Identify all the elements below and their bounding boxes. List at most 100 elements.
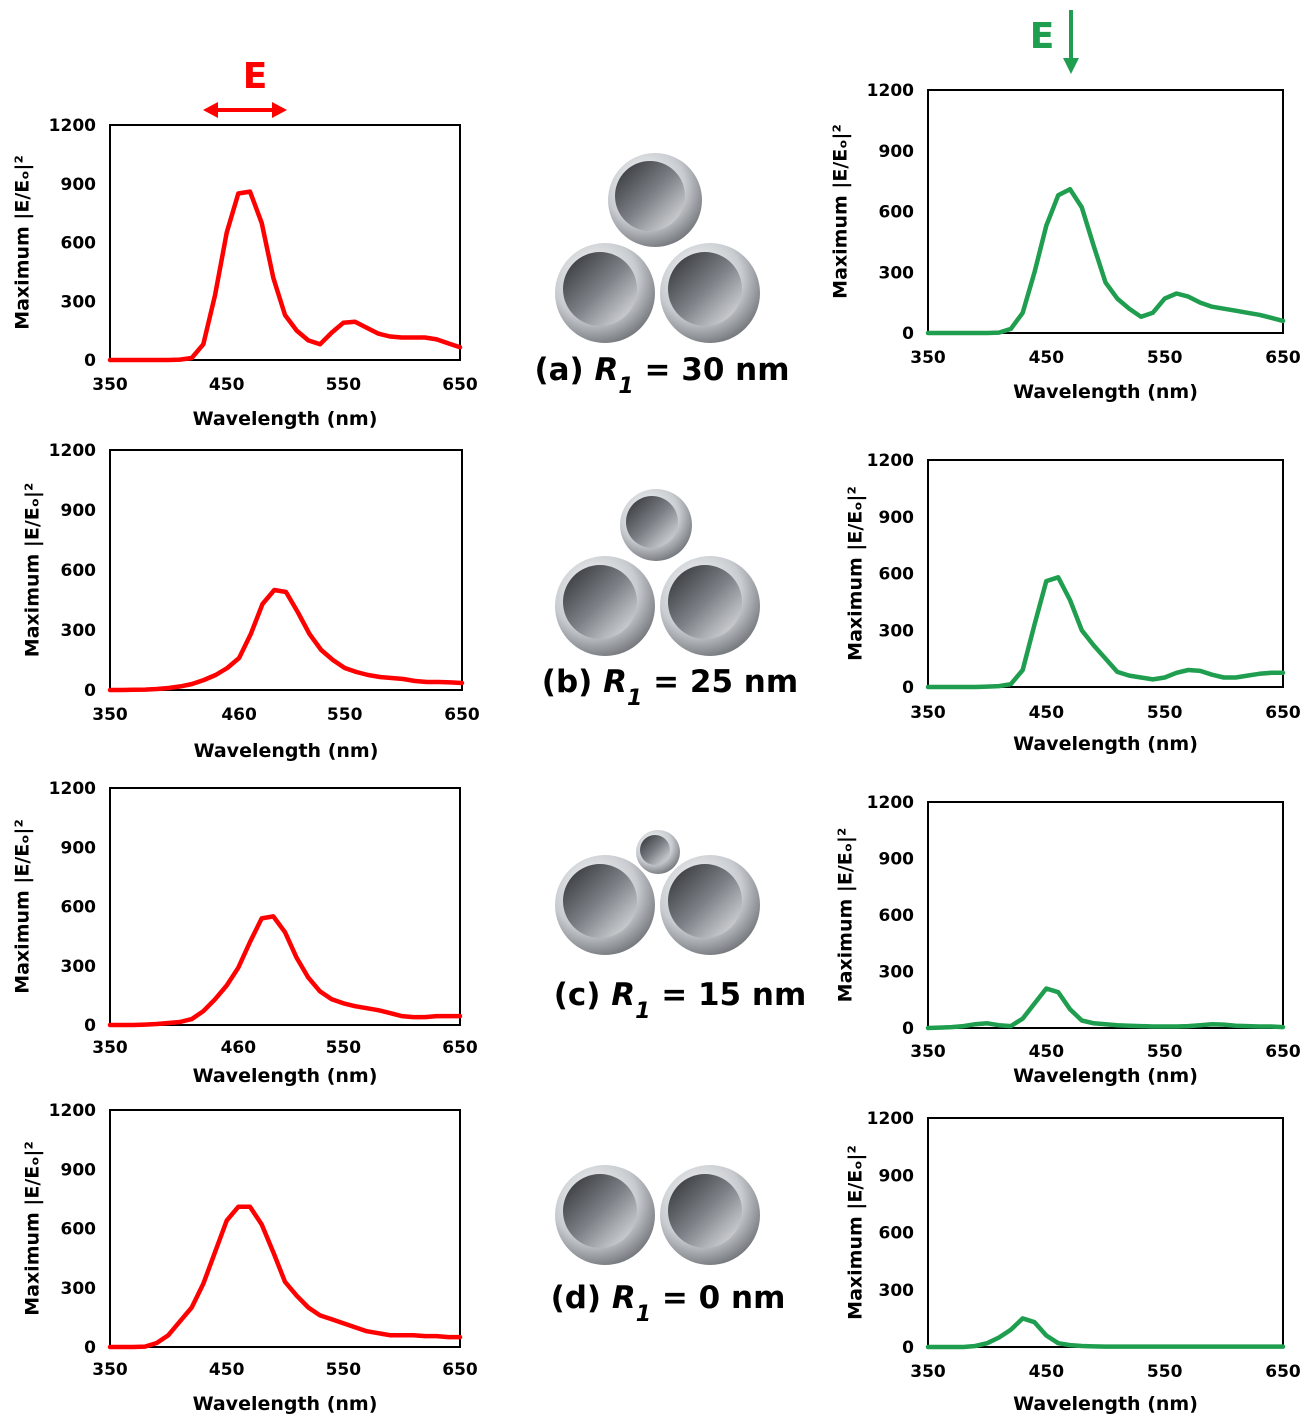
y-tick-label: 0 [84,1338,96,1358]
series-line [107,189,463,363]
y-tick-label: 1200 [867,1109,914,1129]
y-tick-label: 300 [61,292,97,312]
y-axis-label: Maximum |E/Eₒ|² [12,155,34,330]
y-tick-label: 600 [879,906,915,926]
plot-frame [109,787,461,1026]
radius-value: = 15 nm [661,977,806,1013]
y-tick-label: 1200 [867,793,914,813]
x-tick-label: 350 [92,1038,128,1058]
x-tick-label: 650 [442,1360,478,1380]
x-axis-label: Wavelength (nm) [1013,1393,1198,1415]
y-tick-label: 600 [61,1220,97,1240]
x-tick-label: 450 [1029,348,1065,368]
x-tick-label: 350 [92,705,128,725]
y-tick-label: 600 [879,565,915,585]
radius-value: = 30 nm [644,352,789,388]
y-tick-label: 0 [902,1019,914,1039]
y-tick-label: 900 [61,1160,97,1180]
y-tick-label: 0 [84,1016,96,1036]
y-axis-label: Maximum |E/Eₒ|² [845,1145,867,1320]
x-tick-label: 450 [1029,1042,1065,1062]
sphere [620,489,692,561]
y-tick-label: 600 [879,203,915,223]
panel-tag: (d) [551,1280,602,1316]
y-tick-label: 1200 [49,1101,96,1121]
x-axis-label: Wavelength (nm) [1013,381,1198,403]
field-annotation-right: E [1030,10,1079,74]
sphere [660,243,760,343]
nanoparticle-illustrations [555,153,760,1265]
panel-caption: (c) R1 = 15 nm [554,977,807,1024]
y-axis-label: Maximum |E/Eₒ|² [22,483,44,658]
x-tick-label: 350 [910,703,946,723]
x-tick-label: 350 [910,348,946,368]
x-tick-label: 550 [326,1360,362,1380]
plot-frame [109,449,463,691]
x-tick-label: 650 [1265,1042,1301,1062]
arrow-head [203,102,218,118]
y-axis-label: Maximum |E/Eₒ|² [845,486,867,661]
radius-value: = 0 nm [662,1280,786,1316]
y-tick-label: 600 [61,898,97,918]
x-tick-label: 650 [1265,348,1301,368]
radius-value: = 25 nm [653,664,798,700]
field-label: E [243,56,268,97]
radius-symbol: R [611,977,635,1013]
panel-tag: (a) [534,352,583,388]
x-tick-label: 550 [327,705,363,725]
y-tick-label: 0 [84,681,96,701]
x-axis-label: Wavelength (nm) [194,740,379,762]
sphere [660,1165,760,1265]
panel-caption: (a) R1 = 30 nm [534,352,789,399]
panel-caption: (b) R1 = 25 nm [542,664,798,711]
field-label: E [1030,16,1055,57]
x-axis-label: Wavelength (nm) [1013,1065,1198,1087]
panel-caption: (d) R1 = 0 nm [551,1280,786,1327]
sphere [660,855,760,955]
y-tick-label: 900 [61,501,97,521]
y-tick-label: 300 [61,1279,97,1299]
y-tick-label: 1200 [867,81,914,101]
y-tick-label: 0 [902,1338,914,1358]
sphere [608,153,702,247]
y-axis-label: Maximum |E/Eₒ|² [12,819,34,994]
y-tick-label: 0 [902,324,914,344]
x-tick-label: 350 [910,1042,946,1062]
x-tick-label: 650 [1265,703,1301,723]
y-tick-label: 900 [879,142,915,162]
x-tick-label: 450 [209,375,245,395]
plot-frame [927,801,1284,1029]
arrow-head [1063,58,1079,74]
x-tick-label: 550 [326,375,362,395]
y-tick-label: 300 [879,1281,915,1301]
radius-index: 1 [635,999,650,1024]
y-tick-label: 0 [902,678,914,698]
series-line [925,986,1286,1031]
y-axis-label: Maximum |E/Eₒ|² [835,828,857,1003]
x-tick-label: 650 [442,1038,478,1058]
y-tick-label: 900 [879,1166,915,1186]
sphere [555,1165,655,1265]
radius-index: 1 [627,686,642,711]
series-line [925,186,1286,336]
y-tick-label: 900 [879,508,915,528]
x-tick-label: 550 [1147,1042,1183,1062]
y-axis-label: Maximum |E/Eₒ|² [830,124,852,299]
y-tick-label: 1200 [867,451,914,471]
x-tick-label: 650 [442,375,478,395]
series-line [107,1204,463,1350]
plot-frame [927,89,1284,334]
y-tick-label: 600 [61,561,97,581]
x-tick-label: 350 [92,1360,128,1380]
plot-frame [927,459,1284,688]
x-tick-label: 650 [444,705,480,725]
plot-frame [109,1109,461,1348]
x-tick-label: 460 [221,705,257,725]
y-tick-label: 900 [879,850,915,870]
radius-index: 1 [636,1302,651,1327]
radius-symbol: R [595,352,619,388]
x-tick-label: 450 [1029,703,1065,723]
y-tick-label: 600 [879,1224,915,1244]
